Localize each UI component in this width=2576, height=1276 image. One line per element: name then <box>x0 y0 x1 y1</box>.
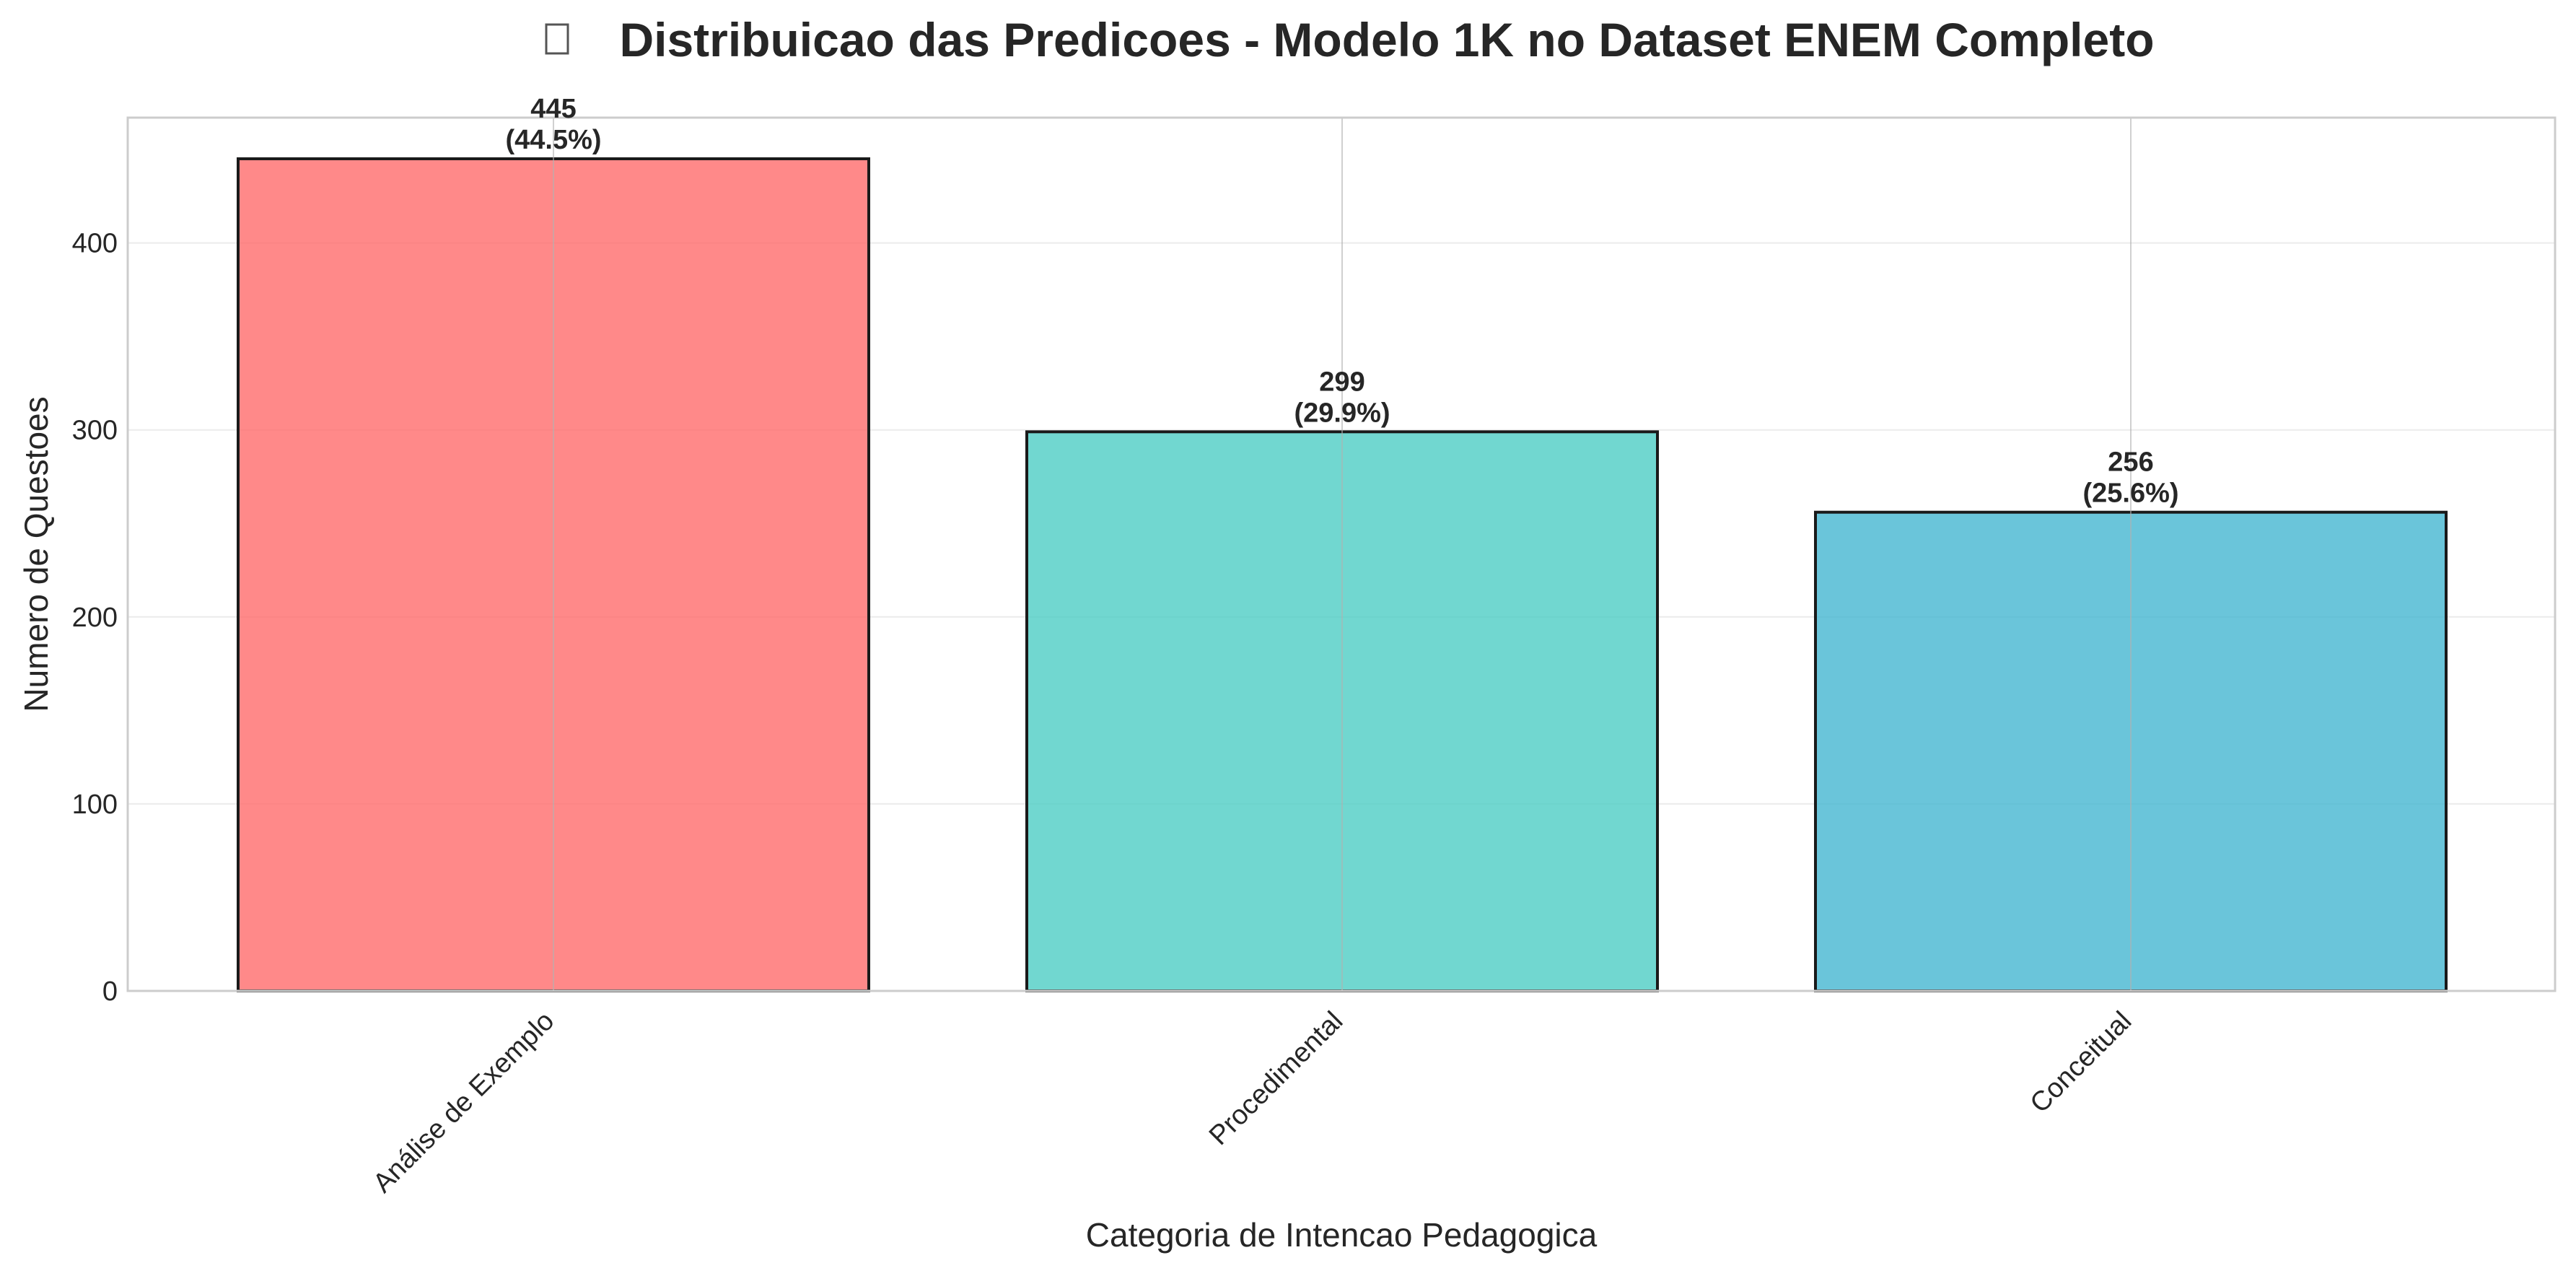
percent-label: (29.9%) <box>1294 398 1390 428</box>
missing-glyph-icon <box>545 23 569 55</box>
x-axis-label: Categoria de Intencao Pedagogica <box>1086 1216 1598 1254</box>
percent-label: (25.6%) <box>2082 478 2178 509</box>
plot-frame <box>126 116 2557 992</box>
y-tick-label: 200 <box>72 603 118 633</box>
chart-title: Distribuicao das Predicoes - Modelo 1K n… <box>545 13 2155 66</box>
vertical-grid-lines <box>553 118 2132 991</box>
y-axis-ticks: 0 100 200 300 400 <box>72 229 118 1007</box>
y-axis-label: Numero de Questoes <box>17 396 55 712</box>
value-label: 299 <box>1319 367 1364 397</box>
value-label: 445 <box>530 94 576 124</box>
y-tick-label: 0 <box>102 976 118 1007</box>
y-tick-label: 300 <box>72 416 118 446</box>
chart-title-text: Distribuicao das Predicoes - Modelo 1K n… <box>619 13 2154 66</box>
percent-label: (44.5%) <box>505 125 601 155</box>
value-label: 256 <box>2108 447 2153 478</box>
y-tick-label: 400 <box>72 229 118 259</box>
y-tick-label: 100 <box>72 790 118 820</box>
data-labels: 445(44.5%) 299(29.9%) 256(25.6%) <box>505 94 2178 509</box>
